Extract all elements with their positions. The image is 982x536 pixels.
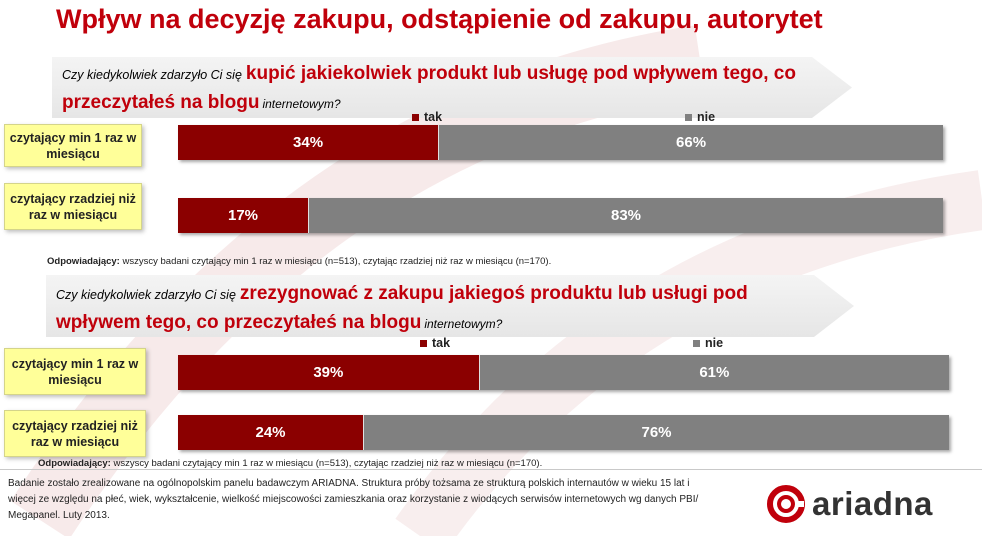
legend-item-nie: nie <box>693 336 723 350</box>
question-tail: internetowym? <box>424 317 503 331</box>
footer-divider <box>0 469 982 470</box>
legend-item-nie: nie <box>685 110 715 124</box>
question-lead: Czy kiedykolwiek zdarzyło Ci się <box>62 68 242 82</box>
data-label: 17% <box>228 207 259 224</box>
stacked-bar: 34% 66% <box>178 125 943 160</box>
question-text-1: Czy kiedykolwiek zdarzyło Ci się kupić ja… <box>62 60 822 118</box>
bar-segment-nie: 76% <box>363 415 949 450</box>
bar-segment-nie: 61% <box>478 355 949 390</box>
row-label: czytający min 1 raz w miesiącu <box>4 348 146 395</box>
respondents-note-1: Odpowiadający: wszyscy badani czytający … <box>47 256 551 267</box>
stacked-bar: 24% 76% <box>178 415 949 450</box>
question-lead: Czy kiedykolwiek zdarzyło Ci się <box>56 288 236 302</box>
row-label: czytający rzadziej niż raz w miesiącu <box>4 183 142 230</box>
respondents-text: wszyscy badani czytający min 1 raz w mie… <box>122 256 552 267</box>
legend-swatch-tak <box>412 113 419 121</box>
respondents-label: Odpowiadający: <box>47 256 120 267</box>
respondents-note-2: Odpowiadający: wszyscy badani czytający … <box>38 458 542 469</box>
question-banner-2 <box>46 275 854 337</box>
legend-label-tak: tak <box>432 336 451 350</box>
legend-item-tak: tak <box>420 336 450 350</box>
bar-segment-tak: 17% <box>178 198 309 233</box>
data-label: 66% <box>676 134 707 151</box>
data-label: 83% <box>611 207 642 224</box>
bar-segment-tak: 24% <box>178 415 364 450</box>
respondents-text: wszyscy badani czytający min 1 raz w mie… <box>113 458 543 469</box>
page-title: Wpływ na decyzję zakupu, odstąpienie od … <box>56 4 823 34</box>
ariadna-logo: ariadna <box>766 484 933 524</box>
legend-label-nie: nie <box>697 110 716 124</box>
question-highlight: zrezygnować z zakupu jakiegoś produktu l… <box>56 283 748 333</box>
bar-segment-tak: 39% <box>178 355 479 390</box>
legend-label-nie: nie <box>705 336 724 350</box>
data-label: 61% <box>699 364 730 381</box>
source-note: Badanie zostało zrealizowane na ogólnopo… <box>8 478 699 521</box>
stacked-bar: 17% 83% <box>178 198 943 233</box>
data-label: 39% <box>313 364 344 381</box>
data-label: 24% <box>255 424 286 441</box>
bar-segment-nie: 83% <box>308 198 943 233</box>
respondents-label: Odpowiadający: <box>38 458 111 469</box>
legend-swatch-nie <box>685 113 692 121</box>
row-label: czytający rzadziej niż raz w miesiącu <box>4 410 146 457</box>
legend-swatch-nie <box>693 339 700 347</box>
row-label: czytający min 1 raz w miesiącu <box>4 124 142 167</box>
question-tail: internetowym? <box>262 97 341 111</box>
legend-swatch-tak <box>420 339 427 347</box>
data-label: 76% <box>641 424 672 441</box>
question-text-2: Czy kiedykolwiek zdarzyło Ci się zrezygno… <box>56 280 796 338</box>
logo-text: ariadna <box>812 485 933 522</box>
legend-item-tak: tak <box>412 110 442 124</box>
legend-label-tak: tak <box>424 110 443 124</box>
bar-segment-nie: 66% <box>438 125 943 160</box>
ariadna-logo-icon <box>767 485 805 523</box>
data-label: 34% <box>293 134 324 151</box>
stacked-bar: 39% 61% <box>178 355 949 390</box>
question-highlight: kupić jakiekolwiek produkt lub usługę po… <box>62 63 796 113</box>
question-banner-1 <box>52 57 852 118</box>
bar-segment-tak: 34% <box>178 125 439 160</box>
